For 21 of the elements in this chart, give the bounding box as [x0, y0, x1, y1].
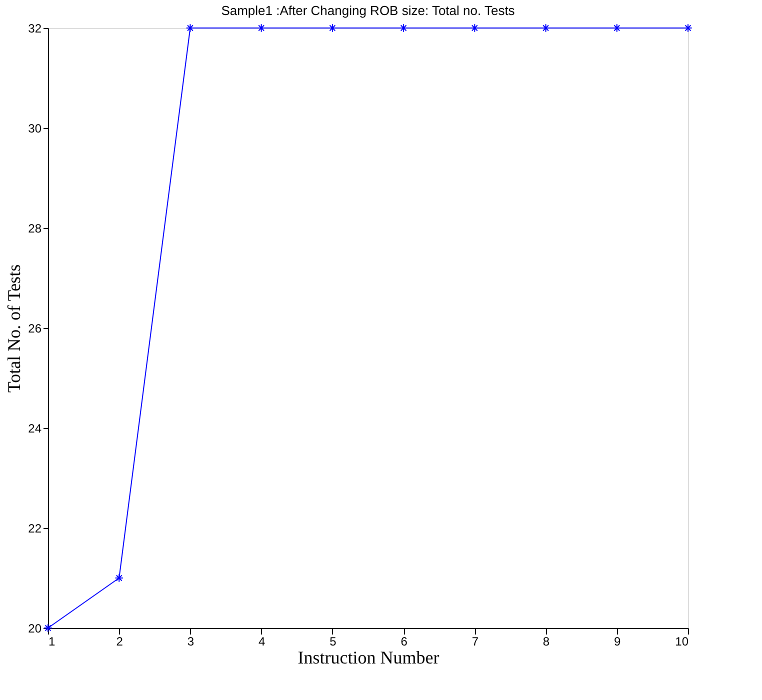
y-tick-label: 32 — [28, 22, 42, 36]
x-tick-label: 4 — [258, 634, 266, 648]
x-tick-label: 5 — [330, 634, 337, 648]
point — [114, 574, 124, 582]
x-tick-label: 6 — [400, 634, 408, 648]
y-tick-label: 24 — [28, 422, 42, 436]
x-tick-label: 3 — [187, 634, 194, 648]
y-tick-label: 28 — [28, 222, 42, 236]
y-tick-label: 26 — [28, 322, 42, 336]
x-tick-label: 1 — [48, 634, 56, 648]
x-tick-label: 7 — [472, 634, 479, 648]
y-axis-title: Total No. of Tests — [4, 264, 24, 393]
chart-title: Sample1 :After Changing ROB size: Total no. Tests — [221, 3, 516, 18]
x-tick-label: 10 — [675, 634, 689, 648]
x-tick-label: 9 — [614, 634, 622, 648]
x-tick-label: 2 — [116, 634, 124, 648]
x-tick-label: 8 — [542, 634, 550, 648]
y-tick-label: 30 — [28, 122, 42, 136]
y-tick-label: 20 — [28, 622, 42, 636]
x-axis-title: Instruction Number — [298, 648, 440, 668]
y-tick-label: 22 — [28, 522, 42, 536]
